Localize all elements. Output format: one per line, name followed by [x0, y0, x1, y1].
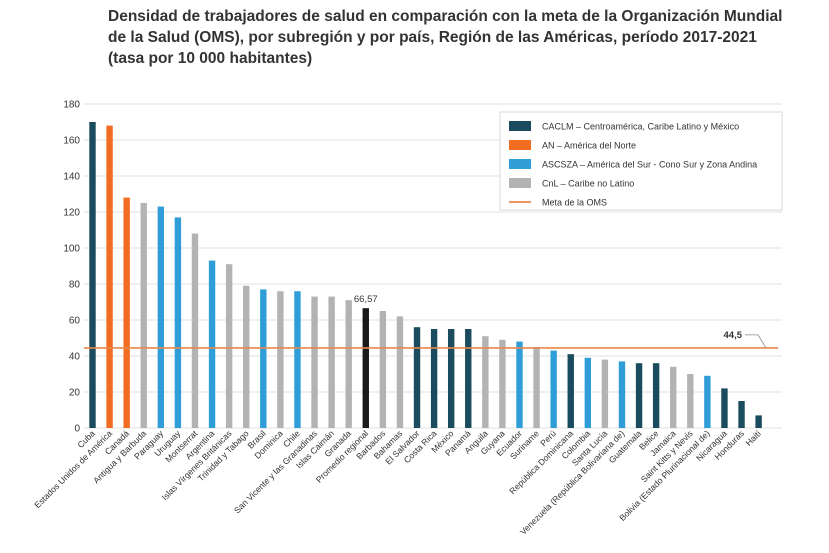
- bar: [499, 339, 506, 428]
- bar: [516, 341, 523, 428]
- bar: [755, 415, 762, 428]
- bar: [721, 388, 728, 428]
- bar: [550, 350, 557, 428]
- chart-title-line: de la Salud (OMS), por subregión y por p…: [108, 29, 757, 46]
- bar: [345, 300, 352, 428]
- bar: [106, 125, 113, 428]
- bar: [704, 375, 711, 428]
- chart-title: Densidad de trabajadores de salud en com…: [108, 6, 808, 69]
- y-tick-label: 0: [74, 424, 80, 435]
- bar: [652, 363, 660, 428]
- bar: [140, 203, 147, 428]
- bar: [413, 327, 421, 428]
- average-data-label: 66,57: [354, 294, 378, 305]
- bar: [174, 217, 182, 428]
- bar: [687, 374, 694, 428]
- bar: [260, 289, 267, 428]
- y-tick-label: 20: [69, 388, 81, 399]
- bar: [208, 260, 216, 428]
- legend-label: ASCSZA – América del Sur - Cono Sur y Zo…: [542, 160, 757, 170]
- legend-swatch: [509, 140, 531, 150]
- y-tick-label: 180: [63, 100, 80, 111]
- bar: [465, 329, 472, 428]
- bar: [379, 311, 387, 428]
- y-tick-label: 140: [63, 172, 80, 183]
- y-tick-label: 160: [63, 136, 80, 147]
- legend-label: Meta de la OMS: [542, 198, 607, 208]
- bar: [584, 357, 592, 428]
- bar: [482, 336, 489, 428]
- legend-swatch: [509, 178, 531, 188]
- bar: [567, 354, 574, 428]
- bar: [618, 361, 626, 428]
- y-tick-label: 80: [69, 280, 81, 291]
- y-tick-label: 60: [69, 316, 81, 327]
- chart-title-line: Densidad de trabajadores de salud en com…: [108, 8, 783, 25]
- bar: [738, 401, 745, 428]
- y-axis-ticks: 0 20 40 60 80 100 120 140 160 180: [63, 100, 80, 435]
- bar: [191, 233, 199, 428]
- bar: [328, 296, 335, 428]
- legend-box: [499, 111, 783, 211]
- legend-label: CnL – Caribe no Latino: [542, 179, 634, 189]
- bar: [157, 206, 165, 428]
- y-tick-label: 40: [69, 352, 81, 363]
- who-goal-label: 44,5: [724, 330, 743, 341]
- chart-title-line: (tasa por 10 000 habitantes): [108, 50, 313, 67]
- y-tick-label: 100: [63, 244, 80, 255]
- bar: [533, 347, 540, 428]
- x-tick-label: Haití: [743, 428, 763, 448]
- bar: [396, 316, 404, 428]
- who-goal-leader-line: [745, 334, 767, 349]
- bar: [225, 264, 233, 428]
- legend: CACLM – Centroamérica, Caribe Latino y M…: [499, 111, 783, 211]
- bar: [430, 329, 438, 428]
- bars: 66,57: [89, 122, 762, 428]
- bar: [670, 366, 677, 428]
- bar: [243, 285, 250, 428]
- legend-label: AN – América del Norte: [542, 141, 636, 151]
- bar: [311, 296, 318, 428]
- bar: [123, 197, 130, 428]
- bar: [447, 329, 455, 428]
- who-goal-line-group: 44,5: [84, 330, 778, 349]
- legend-swatch: [509, 159, 531, 169]
- legend-label: CACLM – Centroamérica, Caribe Latino y M…: [542, 122, 739, 132]
- y-tick-label: 120: [63, 208, 80, 219]
- bar: [362, 308, 369, 428]
- bar: [89, 122, 96, 428]
- bar: [294, 291, 301, 428]
- bar: [277, 291, 284, 428]
- bar: [635, 363, 643, 428]
- bar: [601, 359, 609, 428]
- legend-swatch: [509, 121, 531, 131]
